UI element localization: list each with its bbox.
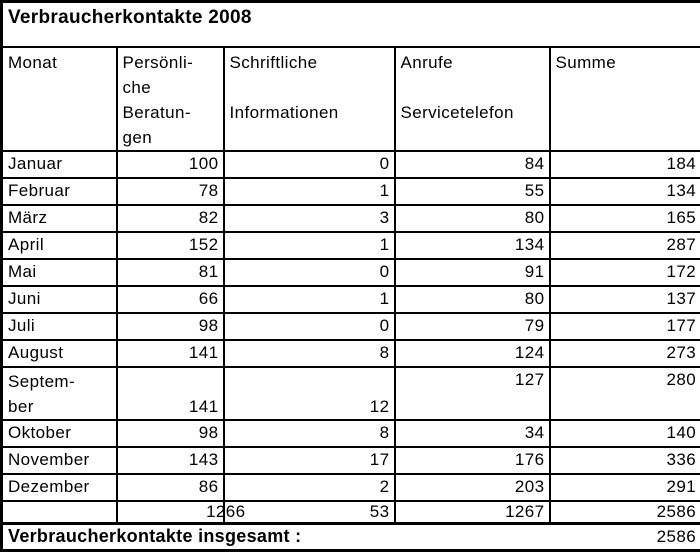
month-cell: Juni [2,286,117,313]
total-cell-anrufe: 1267 [395,501,550,524]
value-cell: 82 [117,205,224,232]
value-cell: 98 [117,313,224,340]
month-cell: Januar [2,151,117,178]
value-cell: 0 [224,259,395,286]
empty-cell [2,501,117,524]
value-cell: 66 [117,286,224,313]
table-row-august: August 141 8 124 273 [2,340,700,367]
table-header-row: Monat Persönli- che Beratun- gen Schrift… [2,47,700,151]
value-cell: 81 [117,259,224,286]
value-cell: 12 [224,367,395,420]
value-cell: 291 [550,474,700,501]
value-cell: 3 [224,205,395,232]
table-row-september: Septem- ber 141 12 127 280 [2,367,700,420]
value-cell: 100 [117,151,224,178]
month-cell: Februar [2,178,117,205]
grand-total-label: Verbraucherkontakte insgesamt : [8,526,301,547]
column-header-schriftliche-informationen: Schriftliche Informationen [224,47,395,151]
value-cell: 184 [550,151,700,178]
value-cell: 1 [224,232,395,259]
table-row-april: April 152 1 134 287 [2,232,700,259]
value-cell: 84 [395,151,550,178]
table-row-januar: Januar 100 0 84 184 [2,151,700,178]
table-title: Verbraucherkontakte 2008 [2,2,700,47]
table-row-oktober: Oktober 98 8 34 140 [2,420,700,447]
grand-total-value: 2586 [657,527,696,547]
table-row-dezember: Dezember 86 2 203 291 [2,474,700,501]
total-cell-persoenliche: 1266 [117,501,224,524]
value-cell: 1 [224,178,395,205]
table-footer-row: Verbraucherkontakte insgesamt : 2586 [2,523,700,550]
value-cell: 176 [395,447,550,474]
table-row-totals: 1266 53 1267 2586 [2,501,700,524]
value-cell: 79 [395,313,550,340]
table-row-mai: Mai 81 0 91 172 [2,259,700,286]
value-cell: 0 [224,313,395,340]
table-row-februar: Februar 78 1 55 134 [2,178,700,205]
table-row-juli: Juli 98 0 79 177 [2,313,700,340]
column-header-summe: Summe [550,47,700,151]
value-cell: 336 [550,447,700,474]
column-header-anrufe-servicetelefon: Anrufe Servicetelefon [395,47,550,151]
value-cell: 8 [224,420,395,447]
value-cell: 124 [395,340,550,367]
table-row-juni: Juni 66 1 80 137 [2,286,700,313]
value-cell: 177 [550,313,700,340]
value-cell: 152 [117,232,224,259]
total-cell-summe: 2586 [550,501,700,524]
value-cell: 141 [117,367,224,420]
value-cell: 280 [550,367,700,420]
value-cell: 0 [224,151,395,178]
value-cell: 55 [395,178,550,205]
value-cell: 8 [224,340,395,367]
table-title-row: Verbraucherkontakte 2008 [2,2,700,47]
value-cell: 78 [117,178,224,205]
value-cell: 134 [395,232,550,259]
value-cell: 143 [117,447,224,474]
value-cell: 80 [395,205,550,232]
value-cell: 98 [117,420,224,447]
month-cell: November [2,447,117,474]
column-header-persoenliche-beratungen: Persönli- che Beratun- gen [117,47,224,151]
value-cell: 203 [395,474,550,501]
value-cell: 17 [224,447,395,474]
value-cell: 80 [395,286,550,313]
total-value-overflowing: 1266 [206,502,245,521]
value-cell: 34 [395,420,550,447]
month-cell: August [2,340,117,367]
value-cell: 86 [117,474,224,501]
value-cell: 172 [550,259,700,286]
month-cell: Mai [2,259,117,286]
column-header-monat: Monat [2,47,117,151]
grand-total-cell: Verbraucherkontakte insgesamt : 2586 [2,523,700,550]
value-cell: 141 [117,340,224,367]
value-cell: 134 [550,178,700,205]
month-cell: Septem- ber [2,367,117,420]
value-cell: 1 [224,286,395,313]
value-cell: 165 [550,205,700,232]
month-cell: Dezember [2,474,117,501]
month-cell: Juli [2,313,117,340]
value-cell: 91 [395,259,550,286]
month-cell: April [2,232,117,259]
month-cell: Oktober [2,420,117,447]
month-cell: März [2,205,117,232]
value-cell: 273 [550,340,700,367]
table-row-november: November 143 17 176 336 [2,447,700,474]
total-cell-schriftliche: 53 [224,501,395,524]
value-cell: 2 [224,474,395,501]
table-row-maerz: März 82 3 80 165 [2,205,700,232]
value-cell: 287 [550,232,700,259]
value-cell: 137 [550,286,700,313]
value-cell: 140 [550,420,700,447]
value-cell: 127 [395,367,550,420]
